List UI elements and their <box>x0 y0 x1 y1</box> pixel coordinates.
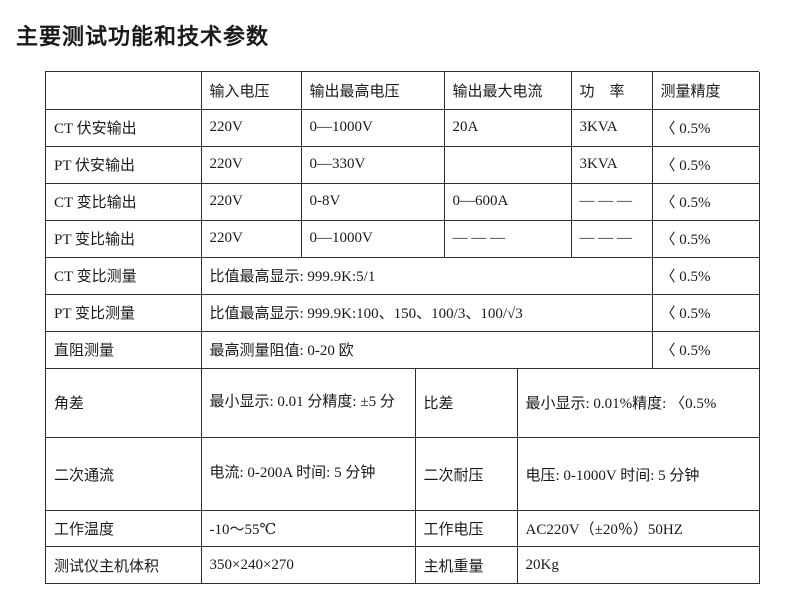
column-header-input-voltage: 输入电压 <box>201 72 302 110</box>
page-title: 主要测试功能和技术参数 <box>16 24 270 49</box>
row-label: 二次耐压 <box>415 437 518 511</box>
row-label: 二次通流 <box>46 437 202 511</box>
table-cell: 20A <box>444 109 572 147</box>
table-cell: 3KVA <box>571 109 653 147</box>
accuracy-cell: 〈 0.5% <box>652 220 760 258</box>
row-label: 工作温度 <box>46 510 202 547</box>
table-cell <box>444 146 572 184</box>
table-cell-merged: 比值最高显示: 999.9K:5/1 <box>201 257 653 295</box>
spec-table: 输入电压 输出最高电压 输出最大电流 功 率 测量精度 CT 伏安输出 220V… <box>45 71 760 584</box>
table-cell: — — — <box>571 183 653 221</box>
row-label: 主机重量 <box>415 546 518 584</box>
table-row: 角差 最小显示: 0.01 分精度: ±5 分 比差 最小显示: 0.01%精度… <box>46 368 760 438</box>
header-row: 输入电压 输出最高电压 输出最大电流 功 率 测量精度 <box>46 72 760 110</box>
table-cell: 电流: 0-200A 时间: 5 分钟 <box>201 437 416 511</box>
table-row: PT 变比输出 220V 0—1000V — — — — — — 〈 0.5% <box>46 220 760 258</box>
table-row: CT 伏安输出 220V 0—1000V 20A 3KVA 〈 0.5% <box>46 109 760 147</box>
column-header-power: 功 率 <box>571 72 653 110</box>
spec-table-top: 输入电压 输出最高电压 输出最大电流 功 率 测量精度 CT 伏安输出 220V… <box>46 72 760 369</box>
row-label: 直阻测量 <box>46 331 202 369</box>
table-cell: 0—1000V <box>301 220 445 258</box>
table-row: PT 伏安输出 220V 0—330V 3KVA 〈 0.5% <box>46 146 760 184</box>
table-cell: -10～55℃ <box>201 510 416 547</box>
column-header-max-current: 输出最大电流 <box>444 72 572 110</box>
table-cell: 20Kg <box>517 546 760 584</box>
table-row: 工作温度 -10～55℃ 工作电压 AC220V（±20％）50HZ <box>46 510 760 547</box>
row-label: PT 伏安输出 <box>46 146 202 184</box>
table-cell: 220V <box>201 109 302 147</box>
table-cell: 0—1000V <box>301 109 445 147</box>
table-cell: 最小显示: 0.01 分精度: ±5 分 <box>201 368 416 438</box>
table-row: 测试仪主机体积 350×240×270 主机重量 20Kg <box>46 546 760 584</box>
table-cell-merged: 最高测量阻值: 0-20 欧 <box>201 331 653 369</box>
row-label: 测试仪主机体积 <box>46 546 202 584</box>
row-label: PT 变比输出 <box>46 220 202 258</box>
table-cell: 220V <box>201 220 302 258</box>
table-cell: 350×240×270 <box>201 546 416 584</box>
column-header-accuracy: 测量精度 <box>652 72 760 110</box>
row-label: 比差 <box>415 368 518 438</box>
accuracy-cell: 〈 0.5% <box>652 183 760 221</box>
row-label: CT 变比输出 <box>46 183 202 221</box>
table-row: 二次通流 电流: 0-200A 时间: 5 分钟 二次耐压 电压: 0-1000… <box>46 437 760 511</box>
column-header-max-voltage: 输出最高电压 <box>301 72 445 110</box>
table-cell: — — — <box>571 220 653 258</box>
table-row: CT 变比输出 220V 0-8V 0—600A — — — 〈 0.5% <box>46 183 760 221</box>
row-label: CT 变比测量 <box>46 257 202 295</box>
row-label: CT 伏安输出 <box>46 109 202 147</box>
table-row: 直阻测量 最高测量阻值: 0-20 欧 〈 0.5% <box>46 331 760 369</box>
accuracy-cell: 〈 0.5% <box>652 294 760 332</box>
table-cell: — — — <box>444 220 572 258</box>
row-label: 工作电压 <box>415 510 518 547</box>
table-cell-merged: 比值最高显示: 999.9K:100、150、100/3、100/√3 <box>201 294 653 332</box>
table-cell: 电压: 0-1000V 时间: 5 分钟 <box>517 437 760 511</box>
table-row: PT 变比测量 比值最高显示: 999.9K:100、150、100/3、100… <box>46 294 760 332</box>
table-cell: AC220V（±20％）50HZ <box>517 510 760 547</box>
accuracy-cell: 〈 0.5% <box>652 146 760 184</box>
table-cell: 3KVA <box>571 146 653 184</box>
table-cell: 220V <box>201 183 302 221</box>
accuracy-cell: 〈 0.5% <box>652 109 760 147</box>
accuracy-cell: 〈 0.5% <box>652 331 760 369</box>
row-label: 角差 <box>46 368 202 438</box>
spec-table-bottom: 角差 最小显示: 0.01 分精度: ±5 分 比差 最小显示: 0.01%精度… <box>46 368 760 584</box>
column-header-blank <box>46 72 202 110</box>
row-label: PT 变比测量 <box>46 294 202 332</box>
table-row: CT 变比测量 比值最高显示: 999.9K:5/1 〈 0.5% <box>46 257 760 295</box>
accuracy-cell: 〈 0.5% <box>652 257 760 295</box>
table-cell: 0—600A <box>444 183 572 221</box>
table-cell: 220V <box>201 146 302 184</box>
table-cell: 0—330V <box>301 146 445 184</box>
table-cell: 0-8V <box>301 183 445 221</box>
table-cell: 最小显示: 0.01%精度: 〈0.5% <box>517 368 760 438</box>
